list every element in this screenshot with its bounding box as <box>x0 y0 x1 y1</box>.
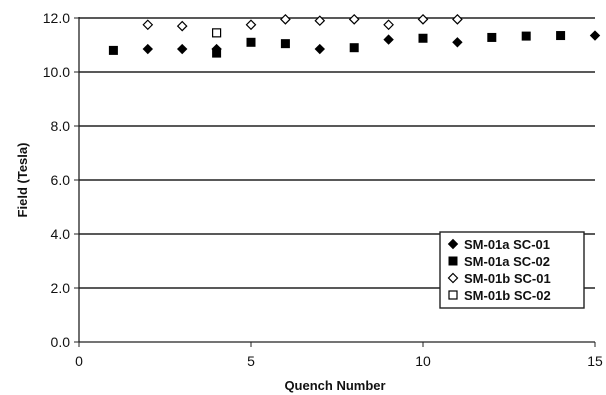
y-tick-label: 12.0 <box>43 10 70 26</box>
series-group <box>142 30 601 55</box>
data-point <box>245 19 257 31</box>
data-point <box>383 19 394 31</box>
legend-box <box>439 231 585 309</box>
series-group <box>108 31 566 58</box>
data-point <box>142 43 154 55</box>
legend-label: SM-01b SC-02 <box>464 288 551 303</box>
data-point <box>452 37 463 48</box>
x-tick-label: 15 <box>587 353 603 369</box>
y-tick-label: 4.0 <box>51 226 71 242</box>
data-points <box>108 14 601 58</box>
legend-label: SM-01a SC-02 <box>464 254 550 269</box>
x-tick-label: 5 <box>247 353 255 369</box>
legend-marker <box>448 256 458 266</box>
y-tick-label: 6.0 <box>51 172 71 188</box>
data-point <box>487 32 497 42</box>
data-point <box>348 14 360 25</box>
legend-marker <box>448 290 458 300</box>
data-point <box>142 19 154 31</box>
data-point <box>176 43 188 55</box>
series-group <box>142 14 463 32</box>
x-tick-label: 0 <box>75 353 83 369</box>
legend-marker <box>447 272 459 284</box>
data-point <box>349 43 359 53</box>
data-point <box>452 14 463 25</box>
y-tick-label: 2.0 <box>51 280 71 296</box>
data-point <box>108 45 118 55</box>
data-point <box>314 15 326 27</box>
data-point <box>383 34 394 45</box>
legend-label: SM-01b SC-01 <box>464 271 551 286</box>
y-tick-label: 0.0 <box>51 334 71 350</box>
data-point <box>246 37 256 47</box>
data-point <box>314 43 326 55</box>
data-point <box>212 28 222 38</box>
y-tick-label: 8.0 <box>51 118 71 134</box>
series-group <box>212 28 222 38</box>
y-tick-label: 10.0 <box>43 64 70 80</box>
data-point <box>176 20 188 32</box>
legend-marker <box>447 238 459 250</box>
x-axis-title: Quench Number <box>284 378 385 393</box>
x-tick-label: 10 <box>415 353 431 369</box>
y-axis-title: Field (Tesla) <box>15 143 30 218</box>
data-point <box>418 33 428 43</box>
data-point <box>556 31 566 41</box>
data-point <box>280 14 291 25</box>
data-point <box>280 39 290 49</box>
legend: SM-01a SC-01 SM-01a SC-02 SM-01b SC-01 SM-0… <box>439 231 585 309</box>
tick-labels: 0.0 2.0 4.0 6.0 8.0 10.0 12.0 0 5 10 15 <box>43 10 603 369</box>
data-point <box>521 31 531 41</box>
data-point <box>417 14 429 25</box>
axes <box>74 17 596 347</box>
data-point <box>212 48 222 58</box>
data-point <box>589 30 601 41</box>
legend-label: SM-01a SC-01 <box>464 237 550 252</box>
